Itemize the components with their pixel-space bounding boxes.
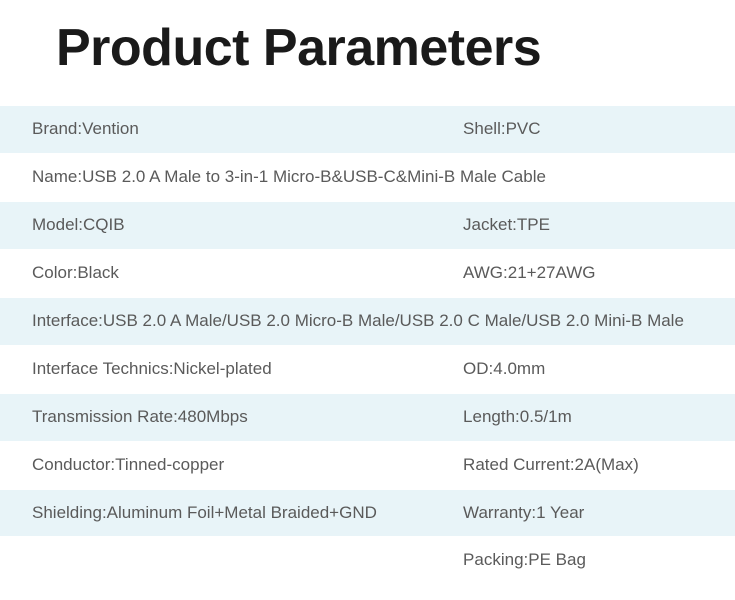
table-row: Transmission Rate:480Mbps Length:0.5/1m [0,394,735,442]
param-cell: Transmission Rate:480Mbps [0,394,463,441]
param-cell: Shell:PVC [463,106,735,153]
param-cell: Shielding:Aluminum Foil+Metal Braided+GN… [0,490,463,537]
table-row: Name:USB 2.0 A Male to 3-in-1 Micro-B&US… [0,154,735,202]
param-cell: AWG:21+27AWG [463,250,735,297]
param-cell: OD:4.0mm [463,346,735,393]
param-cell: Model:CQIB [0,202,463,249]
param-cell: Interface Technics:Nickel-plated [0,346,463,393]
param-cell: Rated Current:2A(Max) [463,442,735,489]
table-row: Conductor:Tinned-copper Rated Current:2A… [0,442,735,490]
param-cell [0,549,463,573]
parameters-table: Brand:Vention Shell:PVC Name:USB 2.0 A M… [0,106,735,585]
param-cell: Conductor:Tinned-copper [0,442,463,489]
table-row: Model:CQIB Jacket:TPE [0,202,735,250]
param-cell: Packing:PE Bag [463,537,735,584]
table-row: Interface:USB 2.0 A Male/USB 2.0 Micro-B… [0,298,735,346]
param-cell: Interface:USB 2.0 A Male/USB 2.0 Micro-B… [0,298,735,345]
table-row: Brand:Vention Shell:PVC [0,106,735,154]
product-parameters-panel: Product Parameters Brand:Vention Shell:P… [0,0,735,585]
param-cell: Warranty:1 Year [463,490,735,537]
table-row: Packing:PE Bag [0,537,735,585]
param-cell: Color:Black [0,250,463,297]
page-title: Product Parameters [0,0,735,106]
param-cell: Brand:Vention [0,106,463,153]
table-row: Interface Technics:Nickel-plated OD:4.0m… [0,346,735,394]
table-row: Color:Black AWG:21+27AWG [0,250,735,298]
param-cell: Jacket:TPE [463,202,735,249]
param-cell: Name:USB 2.0 A Male to 3-in-1 Micro-B&US… [0,154,735,201]
param-cell: Length:0.5/1m [463,394,735,441]
table-row: Shielding:Aluminum Foil+Metal Braided+GN… [0,490,735,538]
